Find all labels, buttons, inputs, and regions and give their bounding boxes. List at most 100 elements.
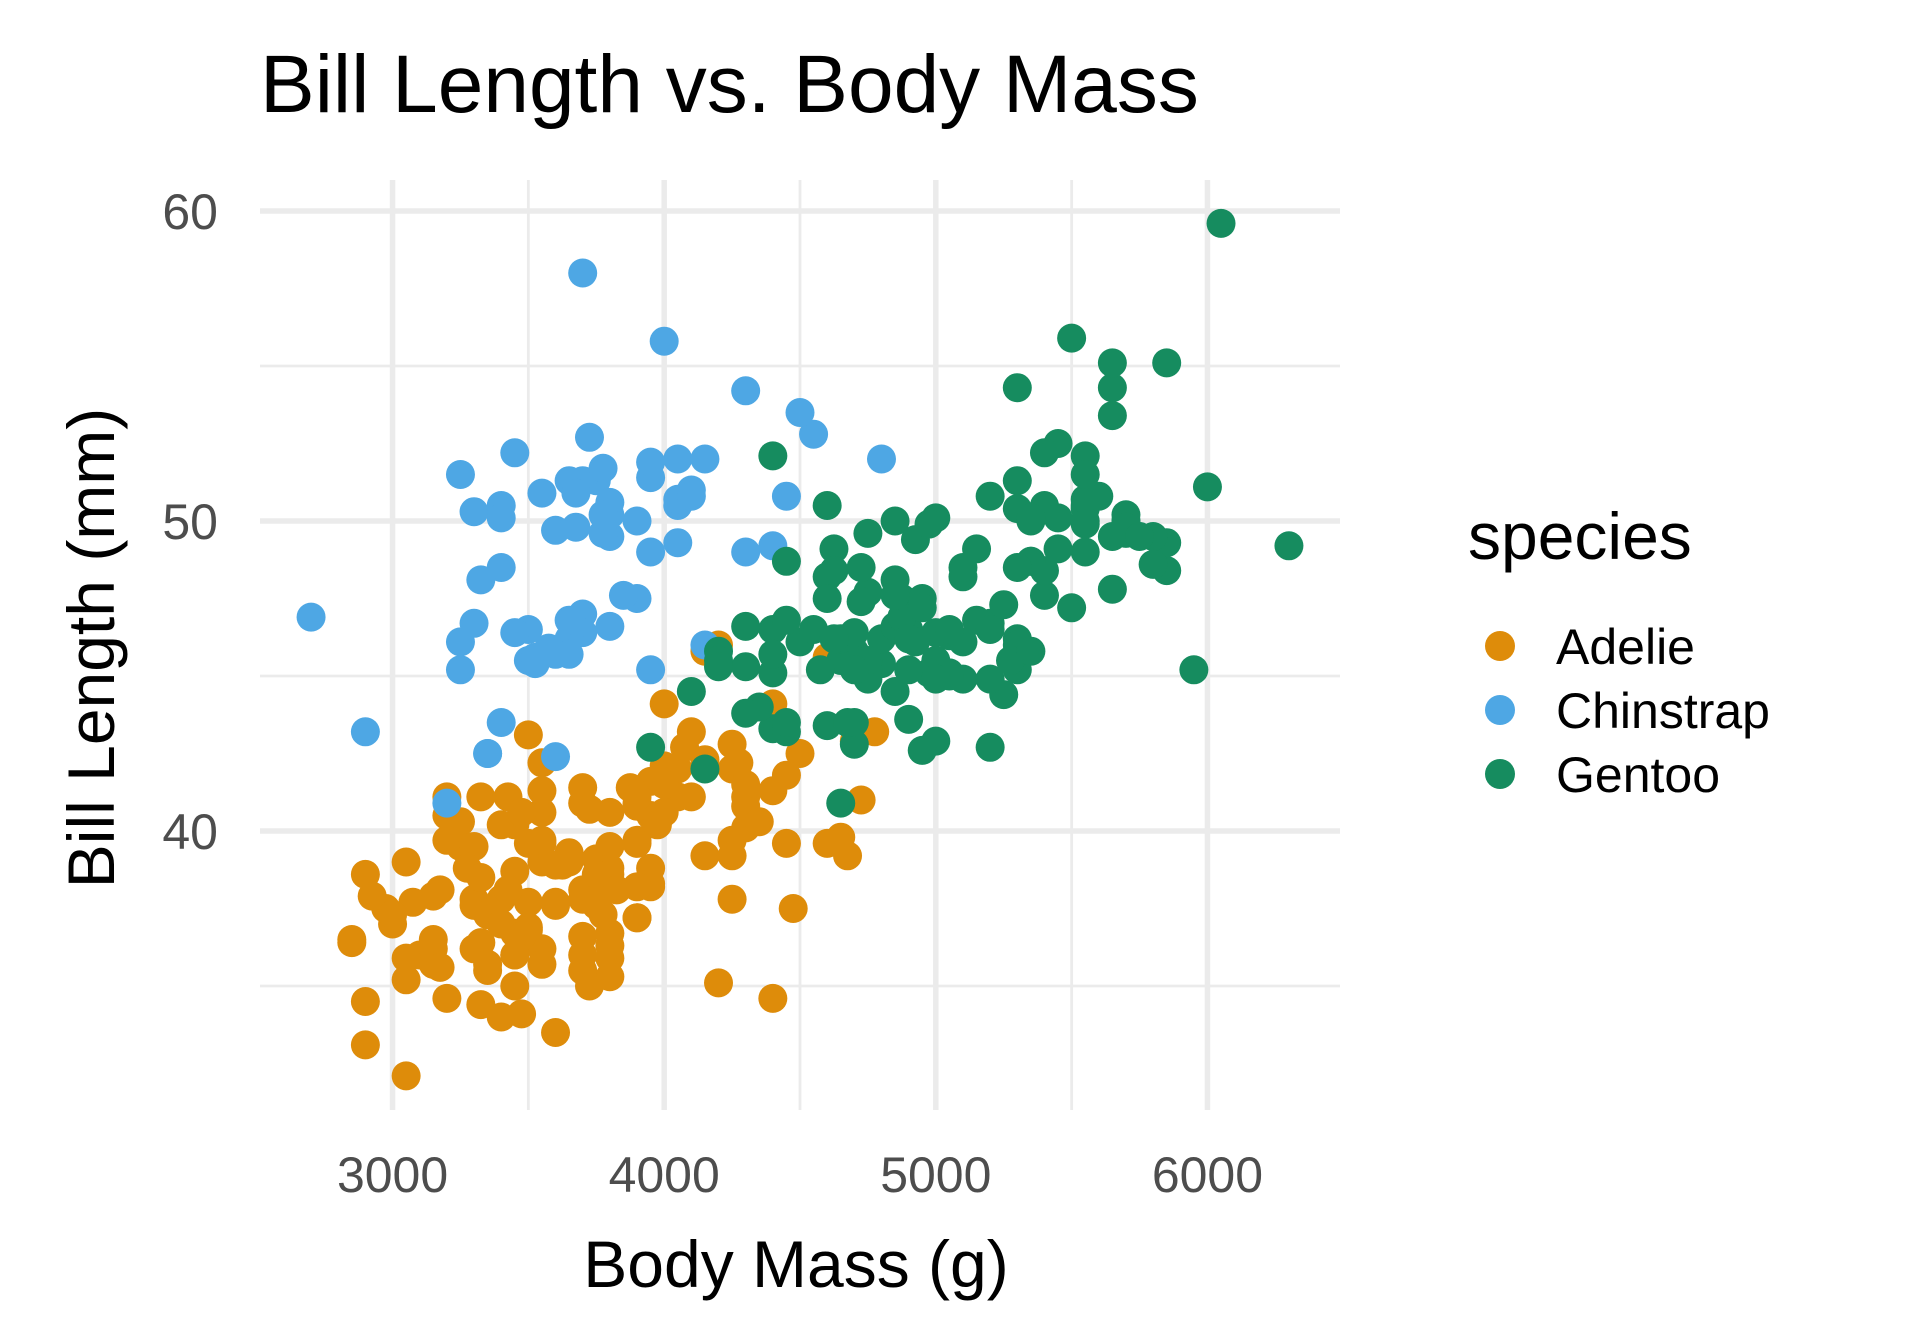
data-point	[622, 828, 652, 858]
data-point	[574, 422, 604, 452]
data-point	[948, 553, 978, 582]
legend-label: Gentoo	[1556, 747, 1720, 803]
data-point	[1043, 534, 1073, 564]
data-point	[296, 602, 326, 632]
data-point	[520, 642, 550, 672]
data-point	[690, 444, 720, 474]
data-point	[622, 903, 652, 933]
data-point	[473, 739, 503, 768]
data-point	[1084, 481, 1114, 511]
data-point	[758, 639, 788, 669]
data-point	[785, 398, 815, 427]
data-point	[486, 708, 516, 737]
data-point	[1070, 509, 1100, 539]
data-point	[466, 863, 496, 892]
data-point	[466, 565, 496, 595]
data-point	[350, 1030, 380, 1060]
legend-items: Adelie Chinstrap Gentoo	[1485, 619, 1770, 803]
data-point	[880, 580, 910, 610]
data-point	[771, 828, 801, 858]
data-point	[527, 949, 557, 979]
data-point	[704, 968, 734, 998]
legend-key-gentoo	[1485, 759, 1515, 789]
data-point	[513, 720, 543, 750]
data-point	[561, 478, 591, 508]
data-point	[799, 419, 829, 449]
data-point	[391, 847, 421, 877]
data-point	[541, 742, 571, 772]
data-point	[554, 605, 584, 635]
data-point	[1057, 593, 1087, 623]
data-point	[1138, 549, 1168, 579]
data-point	[907, 735, 937, 765]
data-point	[432, 825, 462, 855]
data-point	[1274, 531, 1304, 561]
data-point	[717, 841, 747, 871]
data-point	[894, 624, 924, 654]
data-point	[744, 807, 774, 837]
x-tick-label: 6000	[1152, 1147, 1263, 1203]
data-point	[588, 453, 618, 483]
data-point	[622, 506, 652, 536]
data-point	[1002, 553, 1032, 582]
data-point	[758, 983, 788, 1013]
data-point	[975, 664, 1005, 694]
series-gentoo	[636, 208, 1304, 818]
data-point	[636, 537, 666, 567]
data-point	[1070, 460, 1100, 489]
data-point	[554, 847, 584, 877]
data-point	[574, 794, 604, 824]
data-point	[975, 481, 1005, 511]
data-point	[731, 611, 761, 641]
data-point	[778, 894, 808, 923]
data-point	[975, 732, 1005, 762]
data-point	[459, 608, 489, 638]
y-tick-label: 50	[162, 494, 218, 550]
data-point	[1029, 580, 1059, 610]
data-point	[500, 618, 530, 648]
data-point	[500, 438, 530, 468]
data-point	[846, 587, 876, 617]
legend-label: Adelie	[1556, 619, 1695, 675]
legend-key-adelie	[1485, 631, 1515, 661]
data-point	[527, 478, 557, 508]
data-point	[907, 593, 937, 623]
data-point	[500, 940, 530, 970]
data-point	[717, 884, 747, 914]
data-point	[771, 481, 801, 511]
series-adelie	[337, 630, 890, 1091]
data-point	[541, 890, 571, 920]
data-point	[771, 708, 801, 737]
data-point	[527, 797, 557, 827]
data-point	[670, 732, 700, 762]
data-point	[771, 760, 801, 790]
data-point	[921, 664, 951, 694]
data-point	[486, 1002, 516, 1032]
data-point	[819, 556, 849, 586]
data-point	[839, 655, 869, 685]
data-point	[636, 732, 666, 762]
data-point	[1070, 537, 1100, 567]
x-axis-ticks: 3000 4000 5000 6000	[337, 1147, 1263, 1203]
data-point	[378, 900, 408, 930]
data-point	[1057, 323, 1087, 353]
data-point	[676, 677, 706, 706]
data-point	[731, 698, 761, 728]
data-point	[642, 810, 672, 840]
data-point	[1016, 503, 1046, 533]
data-point	[391, 1061, 421, 1091]
data-point	[663, 444, 693, 474]
data-point	[758, 441, 788, 471]
data-point	[1002, 466, 1032, 496]
data-point	[880, 506, 910, 536]
data-point	[1097, 401, 1127, 431]
data-point	[1097, 574, 1127, 604]
y-axis-ticks: 40 50 60	[162, 184, 218, 860]
data-point	[731, 376, 761, 406]
data-point	[833, 708, 863, 737]
data-point	[731, 770, 761, 799]
series-chinstrap	[296, 258, 896, 818]
data-point	[676, 481, 706, 511]
